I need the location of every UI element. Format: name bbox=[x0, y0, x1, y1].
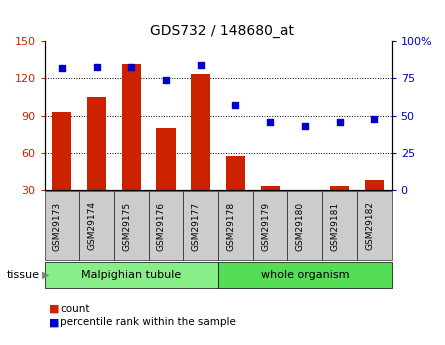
Text: GSM29182: GSM29182 bbox=[365, 201, 374, 250]
Text: GSM29180: GSM29180 bbox=[296, 201, 305, 250]
Point bbox=[197, 62, 204, 68]
Text: ■: ■ bbox=[49, 304, 60, 314]
Bar bbox=[365, 180, 384, 190]
Text: GSM29175: GSM29175 bbox=[122, 201, 131, 250]
Bar bbox=[157, 128, 175, 190]
Text: tissue: tissue bbox=[7, 270, 40, 280]
Text: ▶: ▶ bbox=[42, 270, 50, 280]
Point bbox=[301, 123, 308, 129]
Text: Malpighian tubule: Malpighian tubule bbox=[81, 270, 182, 280]
Point bbox=[93, 64, 100, 69]
Text: GSM29181: GSM29181 bbox=[331, 201, 340, 250]
Point bbox=[128, 64, 135, 69]
Bar bbox=[191, 73, 210, 190]
Bar bbox=[87, 97, 106, 190]
Bar bbox=[261, 186, 279, 190]
Bar bbox=[226, 156, 245, 190]
Point bbox=[267, 119, 274, 124]
Point bbox=[162, 77, 170, 83]
Text: count: count bbox=[60, 304, 89, 314]
Text: GSM29173: GSM29173 bbox=[53, 201, 62, 250]
Text: GSM29177: GSM29177 bbox=[192, 201, 201, 250]
Bar bbox=[53, 112, 71, 190]
Text: GSM29176: GSM29176 bbox=[157, 201, 166, 250]
Text: GSM29178: GSM29178 bbox=[227, 201, 235, 250]
Bar bbox=[330, 186, 349, 190]
Bar bbox=[122, 63, 141, 190]
Point bbox=[58, 65, 65, 71]
Point bbox=[232, 102, 239, 108]
Text: GDS732 / 148680_at: GDS732 / 148680_at bbox=[150, 24, 295, 38]
Text: ■: ■ bbox=[49, 317, 60, 327]
Point bbox=[371, 116, 378, 121]
Point bbox=[336, 119, 343, 124]
Text: GSM29174: GSM29174 bbox=[88, 201, 97, 250]
Text: percentile rank within the sample: percentile rank within the sample bbox=[60, 317, 236, 327]
Text: whole organism: whole organism bbox=[261, 270, 349, 280]
Text: GSM29179: GSM29179 bbox=[261, 201, 270, 250]
